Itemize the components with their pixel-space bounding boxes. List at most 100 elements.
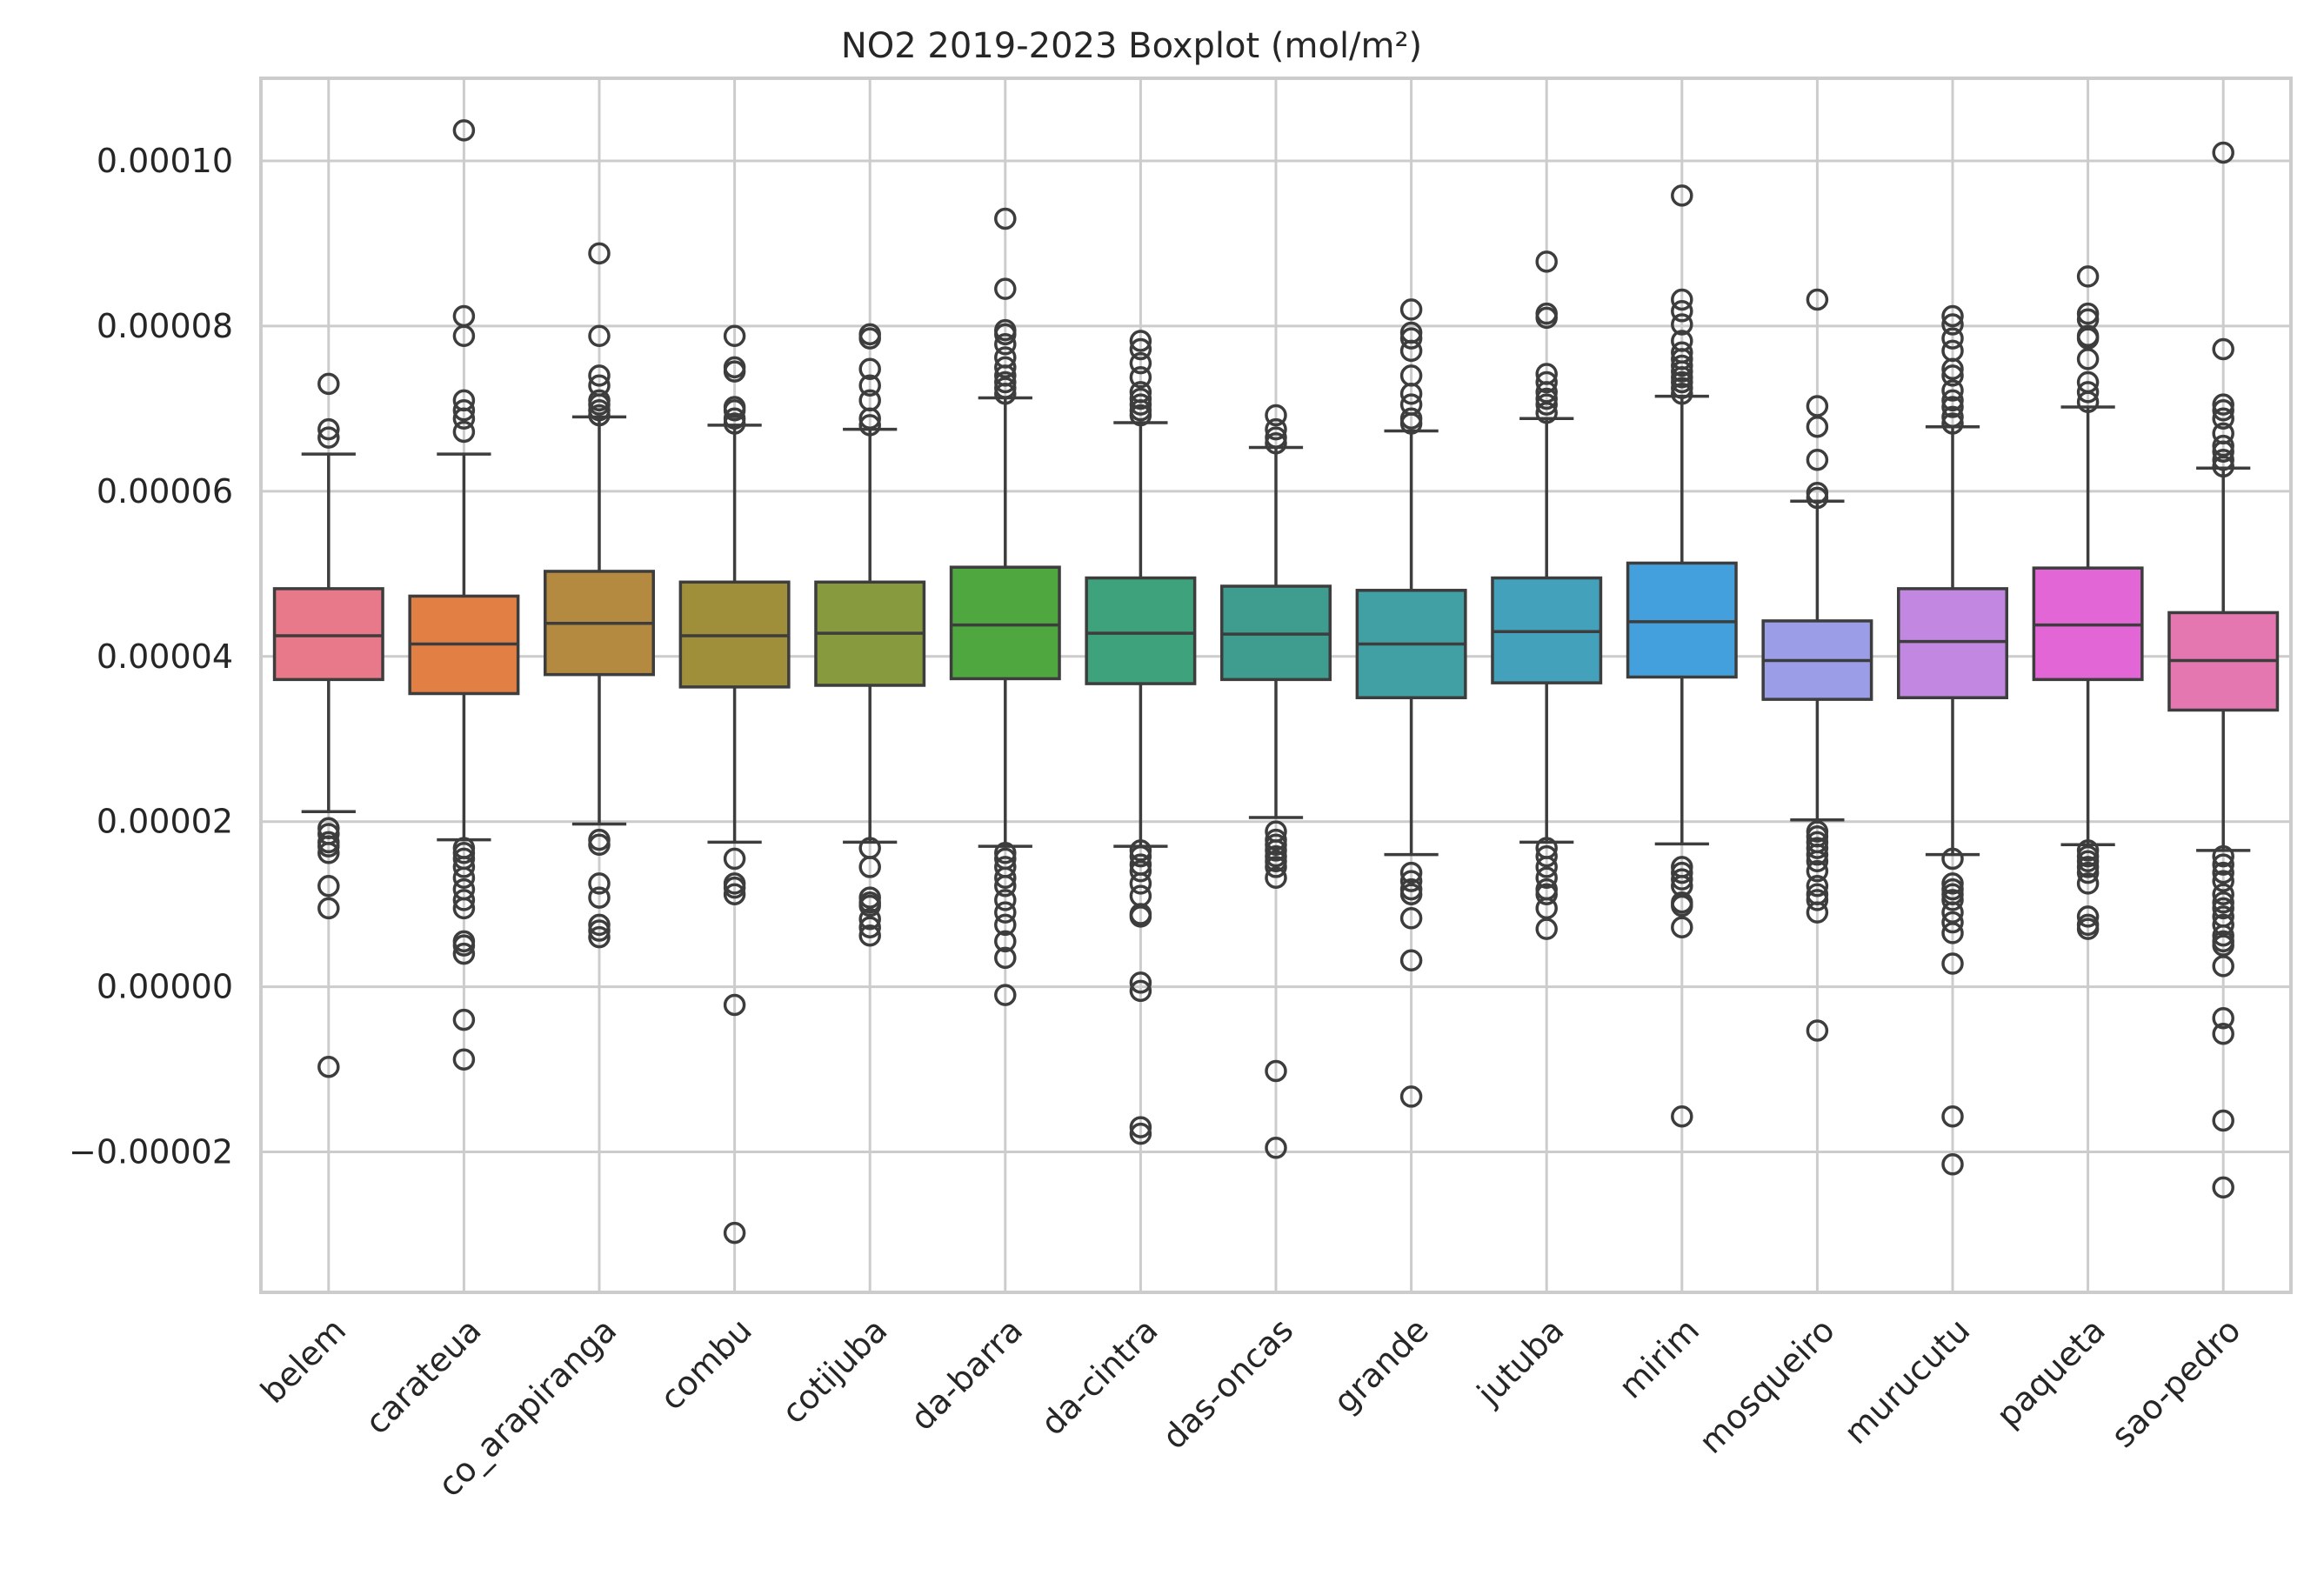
outlier-point [1129,1116,1152,1138]
outlier-point [2212,407,2234,430]
outlier-point [1129,844,1152,868]
outlier-point [2212,853,2234,876]
outlier-point [2212,891,2234,914]
outlier-point [588,913,611,937]
outlier-point [858,414,881,437]
outlier-point [1941,412,1964,435]
outlier-point [1941,313,1964,336]
outlier-point [317,426,340,449]
outlier-point [858,924,881,947]
outlier-point [1806,901,1829,924]
outlier-point [858,374,881,397]
outlier-point [1399,861,1423,884]
outlier-point [1535,866,1558,890]
outlier-point [1671,184,1693,207]
outlier-point [1806,875,1829,898]
outlier-point [1806,486,1829,510]
x-tick-label: combu [652,1311,759,1418]
box-da-cintra [1085,330,1197,1145]
outlier-point [1265,1137,1287,1159]
outlier-point [1399,298,1423,321]
x-tick-label: das-oncas [1155,1311,1301,1457]
outlier-point [1941,396,1964,418]
outlier-point [1671,370,1693,394]
outlier-point [2076,302,2100,325]
outlier-point [1265,856,1287,878]
boxes [272,119,2280,1245]
outlier-point [588,324,611,348]
outlier-point [1265,426,1287,449]
outlier-point [1265,404,1287,427]
outlier-point [1941,952,1964,975]
outlier-point [1535,370,1558,394]
outlier-point [1399,412,1423,435]
outlier-point [994,377,1017,399]
outlier-point [723,1221,746,1245]
outlier-point [1129,1122,1152,1145]
outlier-point [588,393,611,416]
outlier-point [2212,337,2234,361]
box-jutuba [1491,250,1603,940]
outlier-point [858,908,881,931]
outlier-point [588,364,611,387]
outlier-point [1941,847,1964,871]
outlier-point [994,875,1017,898]
outlier-point [2076,905,2100,928]
outlier-point [2212,1109,2234,1132]
box-cotijuba [814,323,926,947]
box-sao-pedro [2167,141,2280,1199]
outlier-point [588,886,611,909]
outlier-point [1671,383,1693,405]
outlier-point [723,399,746,422]
outlier-point [1941,1105,1964,1128]
outlier-point [858,894,881,918]
outlier-point [1399,907,1423,930]
box-murucutu [1897,304,2008,1176]
outlier-point [1941,872,1964,895]
box-das-oncas [1220,404,1332,1159]
outlier-point [1671,377,1693,399]
outlier-point [1129,393,1152,416]
outlier-point [1941,889,1964,911]
outlier-point [1535,387,1558,410]
iqr-box [1626,561,1738,679]
outlier-point [1535,401,1558,424]
outlier-point [317,897,340,920]
outlier-point [1806,288,1829,311]
outlier-point [858,357,881,381]
outlier-point [1129,404,1152,427]
x-tick-label: da-barra [903,1311,1030,1438]
outlier-point [723,993,746,1017]
y-axis-ticks: 0.00010 0.00008 0.00006 0.00004 0.00002 0.000… [69,142,233,1171]
outlier-point [1129,351,1152,375]
plot-frame [259,77,2293,1294]
outlier-point [2212,440,2234,463]
outlier-point [723,876,746,899]
outlier-point [994,901,1017,924]
outlier-point [1671,868,1693,891]
x-tick-label: sao-pedro [2104,1311,2248,1455]
outlier-point [317,417,340,441]
outlier-point [2076,850,2100,873]
box-grande [1355,298,1467,1108]
outlier-point [994,207,1017,230]
outlier-point [588,919,611,942]
outlier-point [452,934,476,957]
outlier-point [1806,448,1829,471]
box-da-barra [949,207,1061,1006]
outlier-point [1399,339,1423,363]
x-tick-label: carateua [357,1311,488,1441]
outlier-point [1399,1085,1423,1108]
outlier-point [452,856,476,878]
outlier-point [1806,837,1829,859]
y-tick-label: −0.00002 [69,1133,233,1171]
outlier-point [1535,918,1558,940]
outlier-point [1265,417,1287,441]
outlier-point [1671,288,1693,311]
x-tick-label: grande [1326,1311,1436,1420]
outlier-point [2076,861,2100,884]
outlier-point [588,833,611,857]
outlier-point [317,1055,340,1078]
outlier-point [1941,327,1964,350]
